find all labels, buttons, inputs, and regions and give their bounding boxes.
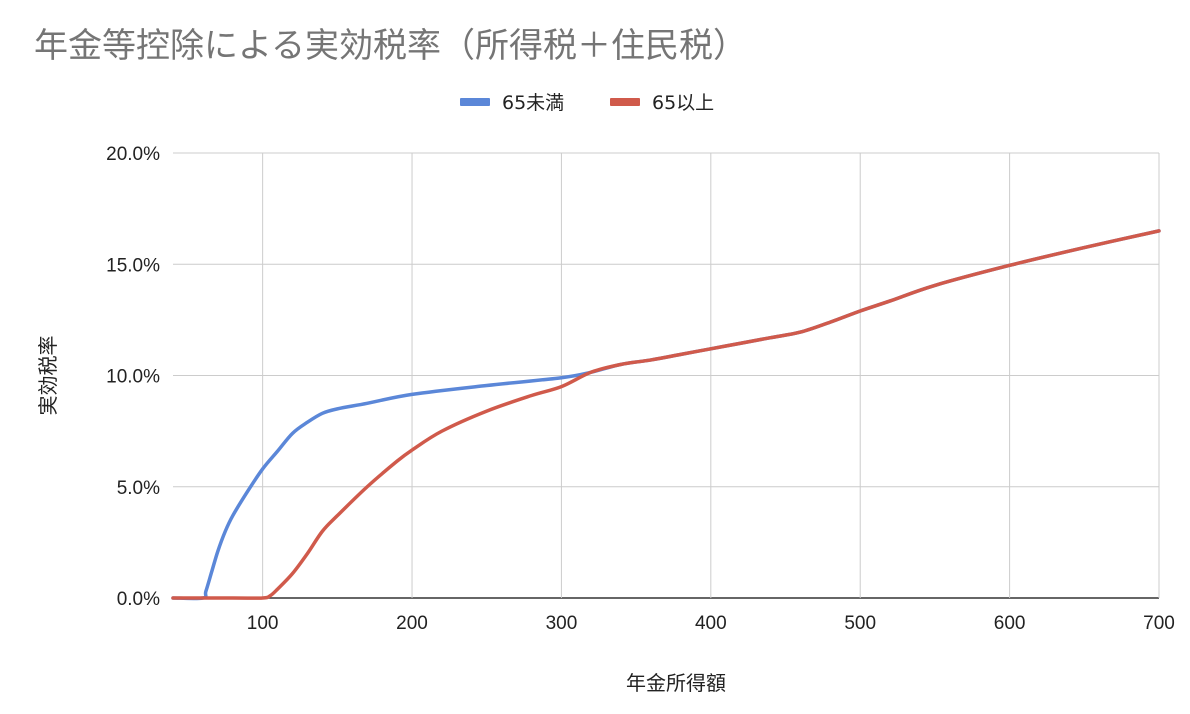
x-axis-title: 年金所得額 <box>626 671 726 695</box>
y-tick-label: 20.0% <box>106 144 160 165</box>
legend-label-1: 65未満 <box>502 92 564 114</box>
x-tick-label: 700 <box>1143 613 1175 634</box>
x-tick-label: 400 <box>695 613 727 634</box>
series-line-1 <box>171 229 1161 601</box>
x-tick-label: 100 <box>247 613 279 634</box>
y-tick-label: 5.0% <box>117 478 160 499</box>
x-tick-label: 200 <box>396 613 428 634</box>
y-tick-label: 15.0% <box>106 255 160 276</box>
x-tick-label: 600 <box>994 613 1026 634</box>
y-axis-title: 実効税率 <box>36 336 60 416</box>
y-tick-label: 0.0% <box>117 589 160 610</box>
series-line-2 <box>171 229 1161 600</box>
legend-label-2: 65以上 <box>652 92 714 114</box>
y-tick-label: 10.0% <box>106 367 160 388</box>
chart-title: 年金等控除による実効税率（所得税＋住民税） <box>34 26 747 66</box>
x-tick-label: 300 <box>546 613 578 634</box>
x-tick-label: 500 <box>844 613 876 634</box>
legend-swatch-1 <box>460 98 490 106</box>
legend-swatch-2 <box>610 98 640 106</box>
